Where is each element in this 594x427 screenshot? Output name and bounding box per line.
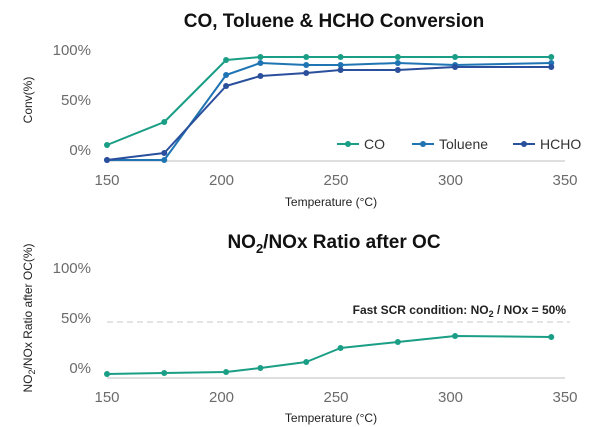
conversion-toluene-point-4: [257, 60, 264, 66]
legend-co: CO: [337, 136, 385, 152]
legend-toluene-marker: [420, 141, 426, 147]
no2-y-tick-100: 100%: [53, 260, 91, 277]
no2-ylabel-subscript: 2: [27, 370, 37, 375]
no2-series-1-point-9: [548, 334, 555, 340]
no2-series-1-point-1: [104, 371, 110, 377]
conversion-x-tick-350: 350: [552, 172, 577, 189]
fast-scr-annotation: Fast SCR condition: NO2 / NOx = 50%: [353, 303, 567, 319]
no2-title-part-1: NO: [227, 232, 256, 253]
conversion-hcho-point-4: [257, 73, 264, 79]
no2-x-axis-label: Temperature (°C): [285, 411, 377, 425]
no2-y-axis-label: NO2/NOx Ratio after OC(%): [21, 243, 37, 392]
conversion-y-tick-0: 0%: [69, 142, 91, 159]
legend-hcho-marker: [521, 141, 527, 147]
conversion-x-ticks: 150 200 250 300 350: [94, 172, 577, 189]
no2-y-ticks: 0% 50% 100%: [53, 260, 91, 377]
conversion-co-point-3: [223, 57, 230, 63]
legend-toluene-label: Toluene: [439, 136, 488, 152]
no2-title-part-2: /NOx Ratio after OC: [263, 232, 441, 253]
conversion-x-tick-200: 200: [209, 172, 234, 189]
no2-ylabel-part-2: /NOx Ratio after OC(%): [21, 243, 35, 369]
no2-series-1-line: [106, 335, 552, 375]
conversion-hcho-point-7: [394, 67, 401, 73]
conversion-hcho-point-2: [161, 150, 168, 156]
no2-series-1-point-6: [337, 345, 344, 351]
no2-series-1-point-7: [394, 339, 401, 345]
conversion-x-tick-300: 300: [438, 172, 463, 189]
no2-ratio-chart: NO2/NOx Ratio after OC NO2/NOx Ratio aft…: [21, 232, 578, 425]
no2-y-tick-50: 50%: [61, 310, 91, 327]
no2-x-tick-150: 150: [94, 389, 119, 406]
annotation-subscript: 2: [489, 309, 494, 319]
no2-series-1-point-3: [223, 369, 230, 375]
conversion-co-point-1: [104, 142, 110, 148]
conversion-toluene-point-3: [223, 72, 230, 78]
conversion-x-axis-label: Temperature (°C): [285, 195, 377, 209]
no2-x-tick-300: 300: [438, 389, 463, 406]
conversion-toluene-point-2: [161, 157, 168, 163]
no2-x-tick-350: 350: [552, 389, 577, 406]
conversion-chart: CO, Toluene & HCHO Conversion Conv(%) 0%…: [21, 11, 581, 209]
no2-ylabel-part-1: NO: [21, 375, 35, 393]
conversion-hcho-point-5: [303, 70, 310, 76]
no2-y-tick-0: 0%: [69, 360, 91, 377]
conversion-co-point-5: [303, 54, 310, 60]
conversion-x-tick-250: 250: [323, 172, 348, 189]
conversion-y-tick-100: 100%: [53, 42, 91, 59]
conversion-co-point-2: [161, 119, 168, 125]
conversion-chart-title: CO, Toluene & HCHO Conversion: [184, 11, 485, 32]
conversion-co-point-6: [337, 54, 344, 60]
conversion-x-tick-150: 150: [94, 172, 119, 189]
annotation-part-1: Fast SCR condition: NO: [353, 303, 489, 317]
conversion-legend: CO Toluene HCHO: [337, 136, 581, 152]
conversion-hcho-point-1: [104, 157, 110, 163]
conversion-hcho-point-8: [452, 64, 459, 70]
conversion-hcho-point-6: [337, 67, 344, 73]
conversion-co-point-9: [548, 54, 555, 60]
conversion-hcho-point-9: [548, 64, 555, 70]
no2-series-1-point-5: [303, 359, 310, 365]
no2-series-1-point-8: [452, 333, 459, 339]
no2-x-ticks: 150 200 250 300 350: [94, 389, 577, 406]
legend-hcho: HCHO: [513, 136, 581, 152]
conversion-co-point-4: [257, 54, 264, 60]
legend-co-label: CO: [364, 136, 385, 152]
conversion-y-ticks: 0% 50% 100%: [53, 42, 91, 159]
conversion-toluene-point-5: [303, 62, 310, 68]
annotation-part-2: / NOx = 50%: [494, 303, 567, 317]
no2-series-1-point-2: [161, 370, 168, 376]
no2-series-1-point-4: [257, 365, 264, 371]
conversion-co-point-7: [394, 54, 401, 60]
no2-series: [104, 333, 555, 377]
conversion-co-point-8: [452, 54, 459, 60]
conversion-y-tick-50: 50%: [61, 92, 91, 109]
conversion-series: [104, 54, 555, 163]
legend-hcho-label: HCHO: [540, 136, 581, 152]
no2-x-tick-250: 250: [323, 389, 348, 406]
conversion-y-axis-label: Conv(%): [21, 77, 35, 124]
no2-title-subscript: 2: [256, 241, 263, 256]
conversion-toluene-point-6: [337, 62, 344, 68]
legend-co-marker: [345, 141, 351, 147]
no2-x-tick-200: 200: [209, 389, 234, 406]
conversion-toluene-point-7: [394, 60, 401, 66]
conversion-hcho-point-3: [223, 83, 230, 89]
legend-toluene: Toluene: [412, 136, 488, 152]
no2-ratio-chart-title: NO2/NOx Ratio after OC: [227, 232, 440, 256]
